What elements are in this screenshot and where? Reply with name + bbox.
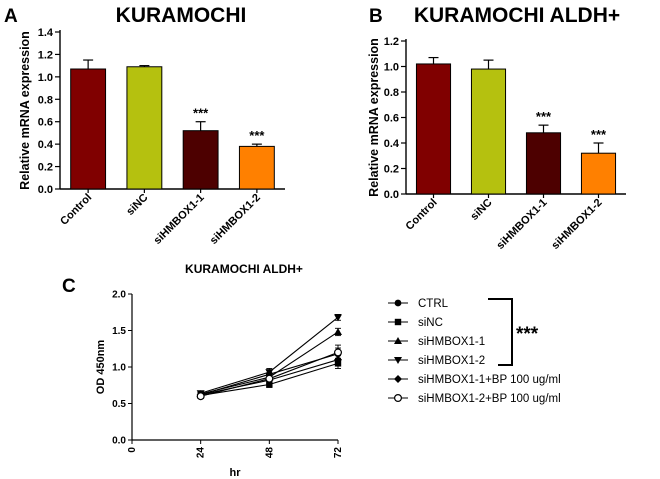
y-tick-label: 0.0 <box>384 189 399 201</box>
legend-label: CTRL <box>418 298 449 310</box>
y-tick-label: 1.2 <box>38 49 53 61</box>
bar-siHMBOX1-1 <box>525 132 562 195</box>
significance-label: *** <box>193 106 209 121</box>
chart-title: KURAMOCHI ALDH+ <box>185 262 303 276</box>
x-axis-label: hr <box>230 467 242 479</box>
y-tick-label: 0.6 <box>38 117 53 129</box>
legend-label: siHMBOX1-2+BP 100 ug/ml <box>418 393 561 405</box>
y-tick-label: 0.4 <box>38 139 54 151</box>
legend-item-siHMBOX1-1: siHMBOX1-1 <box>388 336 485 348</box>
y-tick-label: 1.0 <box>384 62 399 74</box>
chart-title: KURAMOCHI <box>116 4 247 27</box>
y-tick-label: 0.2 <box>38 162 53 174</box>
chart-title: KURAMOCHI ALDH+ <box>414 4 620 27</box>
significance-bracket <box>488 298 513 366</box>
legend-item-siHMBOX1-1+BP 100 ug/ml: siHMBOX1-1+BP 100 ug/ml <box>388 374 561 386</box>
data-point <box>334 348 343 357</box>
panel-letter-C: C <box>62 276 76 297</box>
y-tick-label: 0.8 <box>384 87 399 99</box>
legend-item-siHMBOX1-2+BP 100 ug/ml: siHMBOX1-2+BP 100 ug/ml <box>388 393 561 405</box>
y-tick-label: 0.5 <box>112 399 126 410</box>
legend-marker <box>394 337 402 344</box>
data-point <box>266 381 273 388</box>
y-axis-label: OD 450nm <box>95 340 107 395</box>
y-tick-label: 0.0 <box>38 184 53 196</box>
x-tick-label: 48 <box>264 447 275 459</box>
x-tick-label: Control <box>58 192 94 228</box>
legend-label: siHMBOX1-1 <box>418 336 485 348</box>
legend-item-siHMBOX1-2: siHMBOX1-2 <box>388 355 485 367</box>
y-axis-label: Relative mRNA expression <box>18 31 32 190</box>
y-tick-label: 1.0 <box>38 72 53 84</box>
y-tick-label: 0.8 <box>38 94 53 106</box>
y-tick-label: 0.4 <box>384 138 400 150</box>
series-siHMBOX1-2+BP 100 ug/ml <box>196 344 343 401</box>
x-tick-label: siNC <box>468 197 494 223</box>
y-tick-label: 1.2 <box>384 36 399 48</box>
bar-Control <box>415 63 452 195</box>
bar-siNC <box>126 66 163 190</box>
x-tick-label: siHMBOX1-1 <box>494 197 549 252</box>
y-tick-label: 0.6 <box>384 113 399 125</box>
panel-letter-B: B <box>369 6 383 27</box>
significance-label: *** <box>249 128 265 143</box>
legend-item-CTRL: CTRL <box>388 298 449 310</box>
panel-letter-A: A <box>4 6 18 27</box>
bar-Control <box>70 68 107 190</box>
y-tick-label: 1.0 <box>112 363 126 374</box>
y-tick-label: 1.4 <box>38 27 54 39</box>
data-point <box>334 314 342 322</box>
legend-label: siNC <box>418 317 443 329</box>
bar-siHMBOX1-1 <box>182 130 219 190</box>
line-chart: KURAMOCHI ALDH+ OD 450nm hr 0.0 0.5 1.0 1.5 2.0… <box>95 262 344 479</box>
y-tick-label: 0.0 <box>112 436 126 447</box>
bar-siNC <box>470 68 507 195</box>
x-tick-label: 24 <box>196 447 207 459</box>
data-point <box>265 374 274 383</box>
y-axis-label: Relative mRNA expression <box>367 38 381 197</box>
legend-marker <box>394 318 402 326</box>
legend-marker <box>394 394 403 403</box>
x-tick-label: siHMBOX1-1 <box>152 192 207 247</box>
legend-marker <box>394 375 402 383</box>
y-tick-label: 0.2 <box>384 164 399 176</box>
x-tick-label: siHMBOX1-2 <box>549 197 604 252</box>
data-point <box>196 392 205 401</box>
x-tick-label: siHMBOX1-2 <box>208 192 263 247</box>
bar-chart-2: KURAMOCHI ALDH+ Relative mRNA expression 0… <box>367 4 626 252</box>
legend-label: siHMBOX1-2 <box>418 355 485 367</box>
data-point <box>265 369 274 377</box>
significance-label: *** <box>591 127 607 142</box>
y-tick-label: 2.0 <box>112 290 126 301</box>
y-tick-label: 1.5 <box>112 326 126 337</box>
legend-label: siHMBOX1-1+BP 100 ug/ml <box>418 374 561 386</box>
legend-marker <box>394 357 402 364</box>
significance-label: *** <box>516 324 539 345</box>
bar-siHMBOX1-2 <box>580 152 617 195</box>
legend-item-siNC: siNC <box>388 317 443 329</box>
bar-siHMBOX1-2 <box>238 145 275 190</box>
significance-label: *** <box>536 109 552 124</box>
legend: CTRL siNC siHMBOX1-1 siHMBOX1-2 siHMBOX1-1+B… <box>388 298 561 405</box>
x-tick-label: siNC <box>124 192 150 218</box>
x-tick-label: 72 <box>333 447 344 459</box>
x-tick-label: 0 <box>127 447 138 453</box>
data-point <box>334 327 342 335</box>
x-tick-label: Control <box>403 197 439 233</box>
legend-marker <box>394 299 402 307</box>
bar-chart-1: KURAMOCHI Relative mRNA expression 0.0 0.2 0… <box>18 4 285 247</box>
